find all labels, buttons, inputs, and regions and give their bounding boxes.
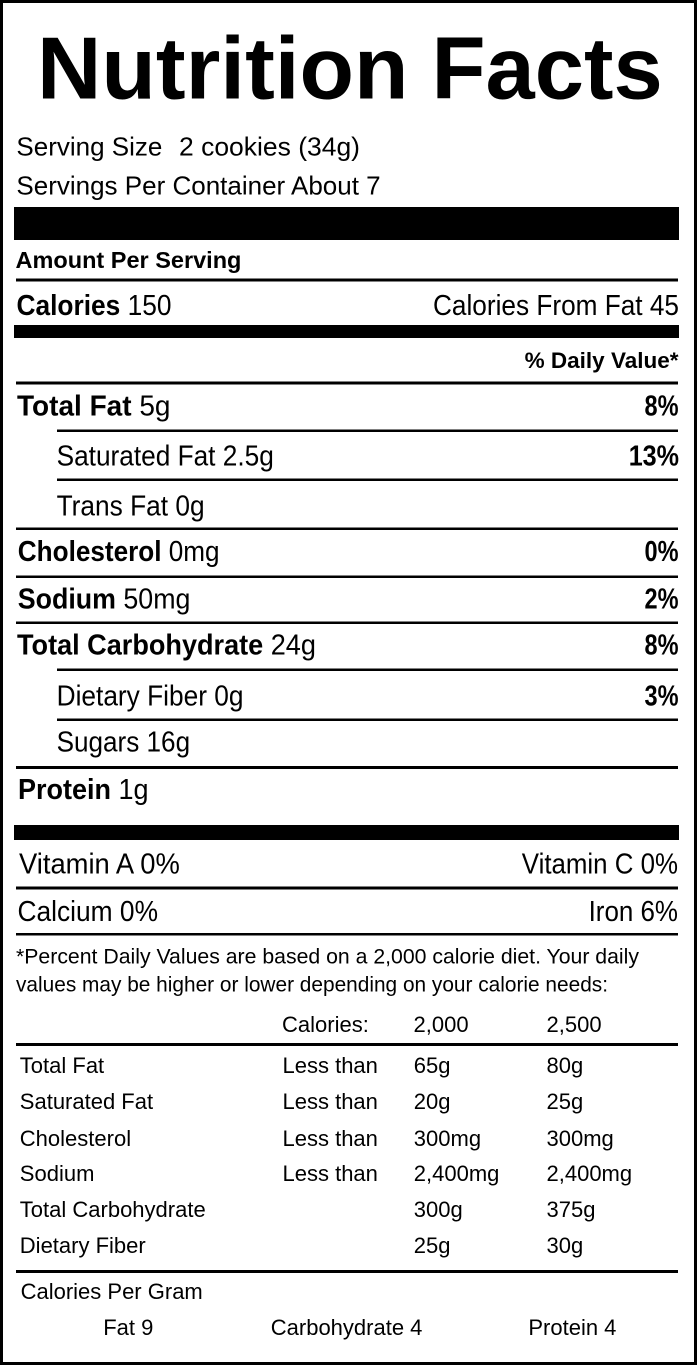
svg-text:2 cookies (34g): 2 cookies (34g) <box>179 131 360 161</box>
svg-text:Sodium 50mg: Sodium 50mg <box>18 584 191 616</box>
svg-text:25g: 25g <box>547 1089 584 1114</box>
svg-text:Calories:: Calories: <box>282 1012 369 1037</box>
svg-text:Less than: Less than <box>283 1053 378 1078</box>
svg-text:375g: 375g <box>547 1197 596 1222</box>
svg-text:2,400mg: 2,400mg <box>547 1161 633 1186</box>
svg-text:Vitamin C 0%: Vitamin C 0% <box>522 849 678 881</box>
svg-text:Protein 1g: Protein 1g <box>18 774 149 806</box>
svg-text:% Daily Value*: % Daily Value* <box>525 348 679 373</box>
svg-text:Total Fat: Total Fat <box>20 1053 104 1078</box>
svg-text:Nutrition: Nutrition <box>37 19 409 118</box>
svg-text:Vitamin A 0%: Vitamin A 0% <box>19 849 180 881</box>
svg-text:Servings Per Container About 7: Servings Per Container About 7 <box>16 171 380 201</box>
svg-text:3%: 3% <box>645 681 679 713</box>
svg-text:*Percent Daily Values are base: *Percent Daily Values are based on a 2,0… <box>16 946 639 969</box>
svg-text:Amount Per Serving: Amount Per Serving <box>16 247 242 273</box>
svg-text:20g: 20g <box>414 1089 451 1114</box>
svg-text:Sugars 16g: Sugars 16g <box>57 726 191 758</box>
svg-text:Sodium: Sodium <box>20 1161 95 1186</box>
svg-text:2,000: 2,000 <box>414 1012 469 1037</box>
svg-text:Trans Fat 0g: Trans Fat 0g <box>57 491 205 523</box>
svg-text:Fat 9: Fat 9 <box>103 1315 153 1340</box>
svg-text:Serving Size: Serving Size <box>16 131 162 161</box>
svg-text:Less than: Less than <box>283 1089 378 1114</box>
svg-text:Dietary Fiber: Dietary Fiber <box>20 1233 146 1258</box>
svg-text:300mg: 300mg <box>414 1126 481 1151</box>
svg-text:2%: 2% <box>645 584 679 616</box>
svg-text:Less than: Less than <box>283 1161 378 1186</box>
svg-text:Total Carbohydrate: Total Carbohydrate <box>20 1197 206 1222</box>
svg-text:Calories From Fat 45: Calories From Fat 45 <box>433 290 679 322</box>
svg-text:300mg: 300mg <box>547 1126 614 1151</box>
svg-text:values may be higher or lower: values may be higher or lower depending … <box>16 974 608 997</box>
svg-text:65g: 65g <box>414 1053 451 1078</box>
svg-text:13%: 13% <box>629 441 679 473</box>
svg-text:Dietary Fiber 0g: Dietary Fiber 0g <box>57 681 244 713</box>
svg-text:Saturated Fat: Saturated Fat <box>20 1089 153 1114</box>
svg-text:Calcium 0%: Calcium 0% <box>18 896 159 928</box>
svg-text:8%: 8% <box>645 391 679 423</box>
svg-text:8%: 8% <box>645 629 679 661</box>
svg-text:2,500: 2,500 <box>547 1012 602 1037</box>
svg-text:Total Carbohydrate 24g: Total Carbohydrate 24g <box>17 629 316 661</box>
svg-text:Carbohydrate 4: Carbohydrate 4 <box>271 1315 423 1340</box>
svg-text:300g: 300g <box>414 1197 463 1222</box>
svg-text:0%: 0% <box>645 536 679 568</box>
svg-text:Iron 6%: Iron 6% <box>589 896 678 928</box>
svg-text:2,400mg: 2,400mg <box>414 1161 500 1186</box>
svg-text:Saturated Fat 2.5g: Saturated Fat 2.5g <box>57 441 274 473</box>
svg-text:Calories Per Gram: Calories Per Gram <box>21 1279 203 1304</box>
svg-text:80g: 80g <box>547 1053 584 1078</box>
svg-text:Protein 4: Protein 4 <box>528 1315 616 1340</box>
svg-text:Less than: Less than <box>283 1126 378 1151</box>
svg-text:Facts: Facts <box>432 19 663 118</box>
svg-text:Total Fat 5g: Total Fat 5g <box>17 391 171 423</box>
svg-text:Calories 150: Calories 150 <box>17 290 172 322</box>
svg-text:Cholesterol 0mg: Cholesterol 0mg <box>18 536 220 568</box>
svg-text:Cholesterol: Cholesterol <box>20 1126 131 1151</box>
svg-text:30g: 30g <box>547 1233 584 1258</box>
svg-text:25g: 25g <box>414 1233 451 1258</box>
